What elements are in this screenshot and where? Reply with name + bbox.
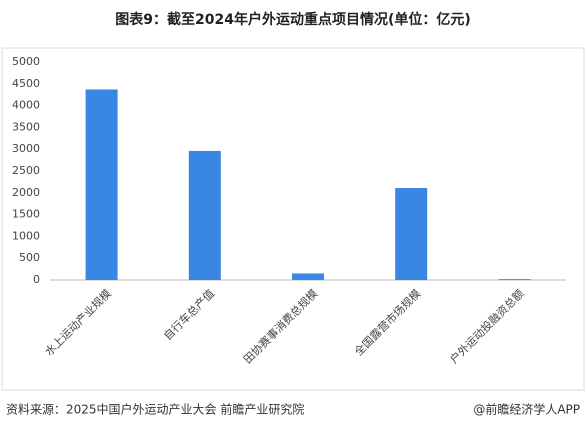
x-tick-label: 户外运动投融资总额: [447, 286, 527, 366]
y-tick-label: 4000: [12, 99, 40, 112]
x-tick-label: 田协赛事消费总规模: [240, 286, 320, 366]
y-tick-label: 500: [19, 251, 40, 264]
y-tick-label: 5000: [12, 55, 40, 68]
chart-border: [1, 47, 585, 391]
credit: @前瞻经济学人APP: [473, 402, 580, 417]
y-tick-label: 3000: [12, 142, 40, 155]
source-note: 资料来源：2025中国户外运动产业大会 前瞻产业研究院: [6, 402, 304, 417]
bar: [292, 273, 324, 280]
bar: [188, 150, 221, 280]
y-tick-label: 2500: [12, 164, 40, 177]
bar: [85, 89, 118, 280]
y-tick-label: 4500: [12, 77, 40, 90]
chart-title: 图表9：截至2024年户外运动重点项目情况(单位：亿元): [115, 11, 471, 28]
y-tick-label: 3500: [12, 120, 40, 133]
y-tick-label: 0: [33, 273, 40, 286]
bar: [395, 188, 428, 280]
x-tick-label: 自行车总产值: [160, 286, 217, 343]
x-tick-label: 水上运动产业规模: [42, 286, 114, 358]
bar: [498, 279, 531, 280]
y-tick-label: 2000: [12, 186, 40, 199]
y-tick-label: 1000: [12, 229, 40, 242]
y-tick-label: 1500: [12, 208, 40, 221]
x-tick-label: 全国露营市场规模: [351, 286, 423, 358]
